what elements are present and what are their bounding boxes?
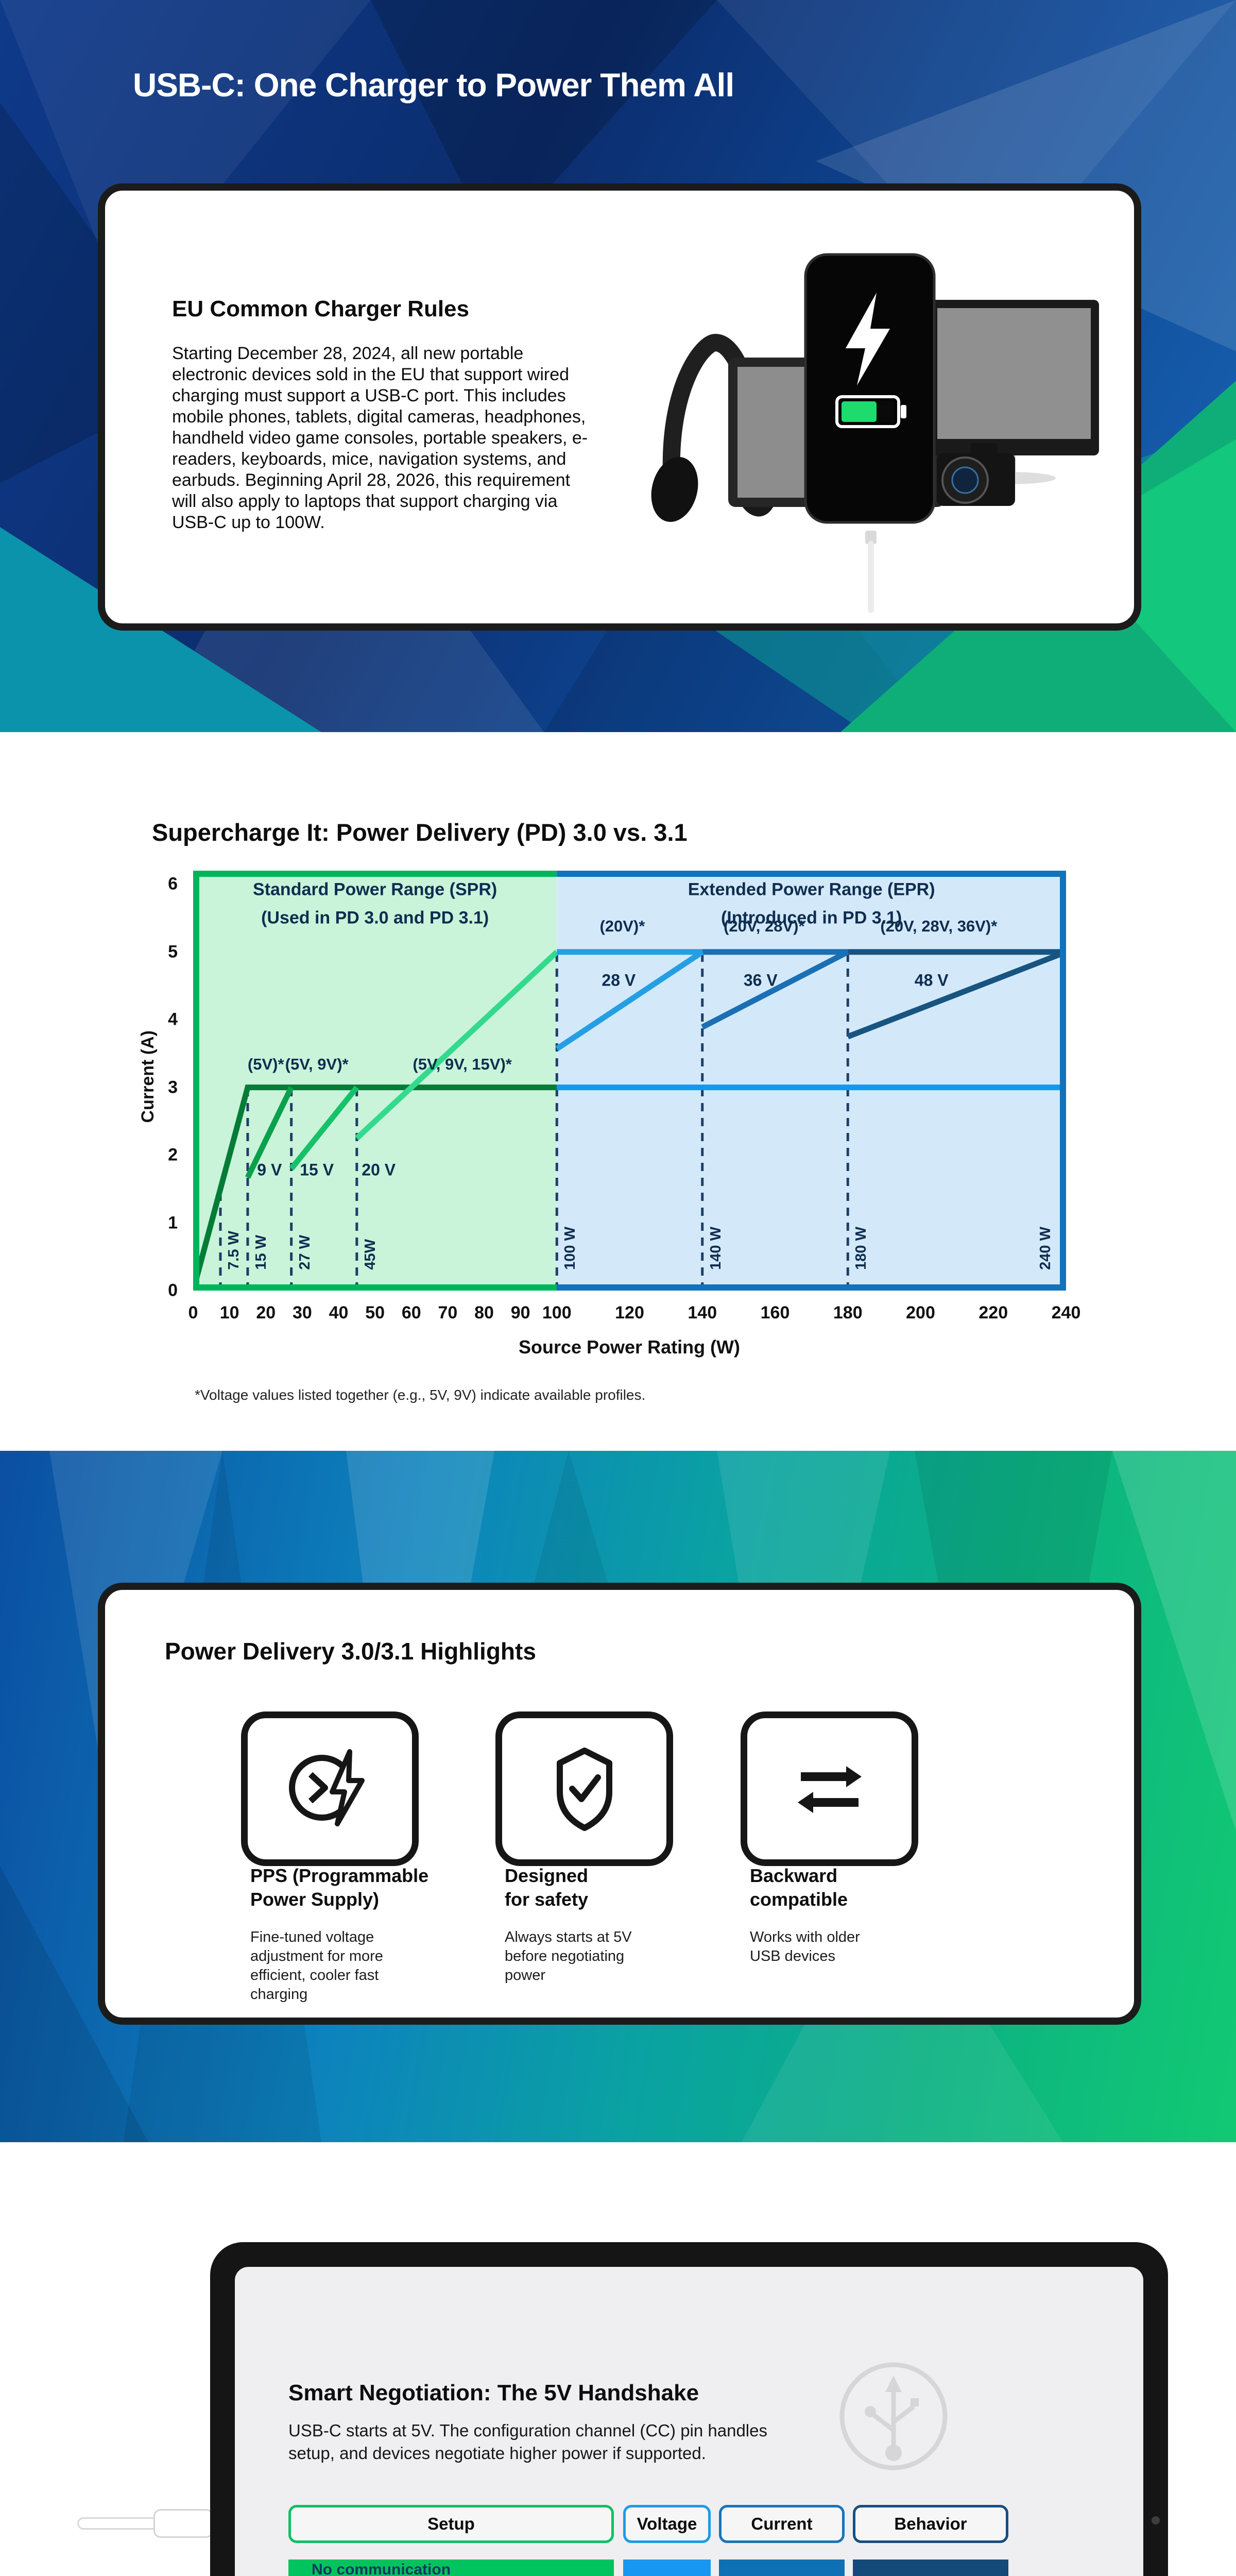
eu-rules-card: EU Common Charger Rules Starting Decembe… [98,183,1141,631]
eu-card-body: Starting December 28, 2024, all new port… [172,344,588,532]
table-row-setup: No communication Legacy USB (2.0/3.0), n… [288,2560,614,2576]
lightning-bolt-icon [846,293,890,385]
table-cell-voltage: 5V [623,2560,711,2576]
x-axis-tick: 100 [542,1303,572,1323]
chart-footnote: *Voltage values listed together (e.g., 5… [195,1387,646,1403]
x-axis-tick: 30 [292,1303,312,1323]
y-axis-tick: 1 [168,1213,178,1233]
usb-cable [77,2517,160,2530]
power-delivery-chart [193,871,1066,1291]
x-axis-tick: 80 [474,1303,494,1323]
x-axis-tick: 140 [688,1303,717,1323]
tablet-camera-dot [1152,2516,1160,2524]
shield-check-icon [556,1748,612,1831]
pps-heading: PPS (Programmable Power Supply) [250,1865,429,1910]
x-axis-tick: 90 [510,1303,530,1323]
battery-icon [835,395,906,428]
x-axis-tick: 180 [833,1303,863,1323]
table-cell-behavior: Basic USB [853,2560,1008,2576]
charging-cable-icon [865,531,877,613]
y-axis-tick: 4 [168,1009,178,1029]
col-header-current: Current [719,2505,845,2543]
monitor-icon [929,300,1099,484]
compat-tile [741,1711,918,1866]
x-axis-tick: 40 [329,1303,349,1323]
pps-gauge-bolt-icon [288,1749,365,1826]
pps-tile [241,1711,419,1866]
y-axis-title: Current (A) [138,1030,158,1123]
safety-heading: Designed for safety [505,1865,589,1910]
y-axis-tick: 3 [168,1077,178,1097]
handshake-subtitle: USB-C starts at 5V. The configuration ch… [288,2421,767,2463]
eu-card-heading: EU Common Charger Rules [172,296,469,321]
x-axis-tick: 10 [219,1303,239,1323]
x-axis-tick: 200 [906,1303,935,1323]
chart-title: Supercharge It: Power Delivery (PD) 3.0 … [152,819,688,846]
camera-icon [937,443,1015,506]
col-header-voltage: Voltage [623,2505,711,2543]
y-axis-tick: 0 [168,1280,178,1300]
swap-arrows-icon [797,1766,862,1813]
handshake-title: Smart Negotiation: The 5V Handshake [288,2380,699,2405]
usb-cable-connector [153,2509,213,2538]
y-axis-tick: 2 [168,1145,178,1165]
y-axis-tick: 6 [168,874,178,894]
x-axis-tick: 120 [615,1303,644,1323]
x-axis-tick: 220 [978,1303,1008,1323]
x-axis-tick: 160 [760,1303,790,1323]
x-axis-tick: 0 [188,1303,198,1323]
setup-line1: No communication [312,2561,451,2576]
compat-heading: Backward compatible [750,1865,848,1910]
col-header-behavior: Behavior [853,2505,1008,2543]
smartphone-charging-icon [804,253,936,524]
x-axis-tick: 60 [401,1303,421,1323]
col-header-setup: Setup [288,2505,614,2543]
y-axis-tick: 5 [168,942,178,962]
page-title: USB-C: One Charger to Power Them All [133,66,734,104]
safety-body: Always starts at 5V before negotiating p… [505,1929,632,1984]
safety-tile [495,1711,673,1866]
x-axis-tick: 20 [256,1303,276,1323]
highlights-heading: Power Delivery 3.0/3.1 Highlights [165,1638,536,1665]
device-collection-illustration [651,253,1099,613]
table-cell-current: 500–900mA [719,2560,845,2576]
x-axis-tick: 70 [438,1303,458,1323]
pps-body: Fine-tuned voltage adjustment for more e… [250,1929,383,2003]
x-axis-tick: 50 [365,1303,385,1323]
x-axis-tick: 240 [1051,1303,1081,1323]
usb-trident-icon [839,2362,948,2470]
x-axis-title: Source Power Rating (W) [518,1336,741,1358]
compat-body: Works with older USB devices [750,1929,860,1964]
